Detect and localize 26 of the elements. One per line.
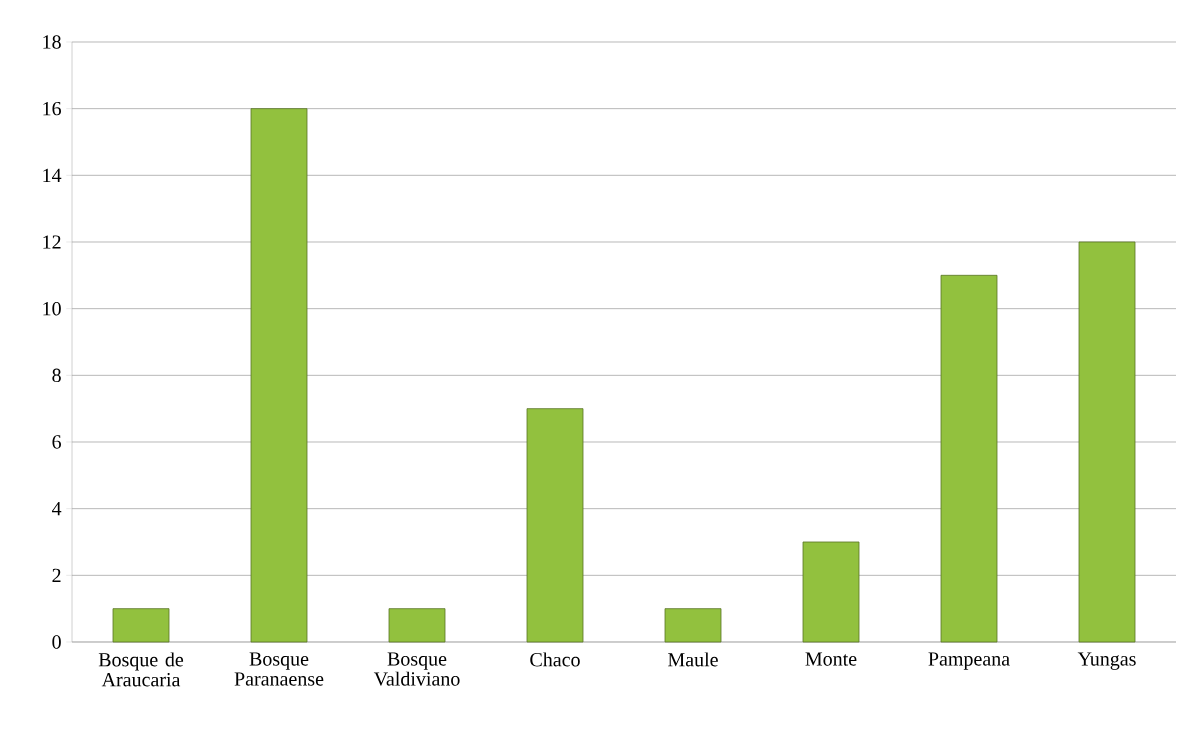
y-tick-label: 0 bbox=[52, 635, 61, 649]
x-tick-label: Bosque Valdiviano bbox=[373, 652, 460, 686]
x-tick-label: Maule bbox=[668, 652, 718, 667]
bar bbox=[940, 274, 998, 643]
x-tick-label: Pampeana bbox=[928, 652, 1010, 670]
bar bbox=[112, 608, 170, 643]
x-tick-label: Monte bbox=[805, 652, 857, 666]
y-tick-label: 6 bbox=[52, 435, 62, 449]
x-tick-label: Yungas bbox=[1077, 652, 1136, 670]
bar bbox=[388, 608, 446, 643]
y-tick-label: 2 bbox=[52, 568, 61, 582]
bar bbox=[664, 608, 722, 643]
y-tick-label: 10 bbox=[43, 301, 61, 316]
x-tick-label: Bosque de Araucaria bbox=[98, 652, 184, 687]
y-tick-label: 8 bbox=[52, 368, 61, 383]
y-tick-label: 14 bbox=[43, 168, 62, 182]
y-tick-label: 16 bbox=[43, 101, 62, 116]
y-tick-label: 12 bbox=[43, 235, 61, 249]
bar bbox=[802, 541, 860, 643]
x-tick-label: Bosque Paranaense bbox=[234, 652, 324, 686]
bar bbox=[526, 408, 584, 643]
y-tick-label: 4 bbox=[52, 502, 62, 516]
bar bbox=[250, 108, 308, 643]
bar bbox=[1078, 241, 1136, 643]
x-tick-label: Chaco bbox=[530, 652, 580, 667]
y-tick-label: 18 bbox=[43, 35, 61, 49]
